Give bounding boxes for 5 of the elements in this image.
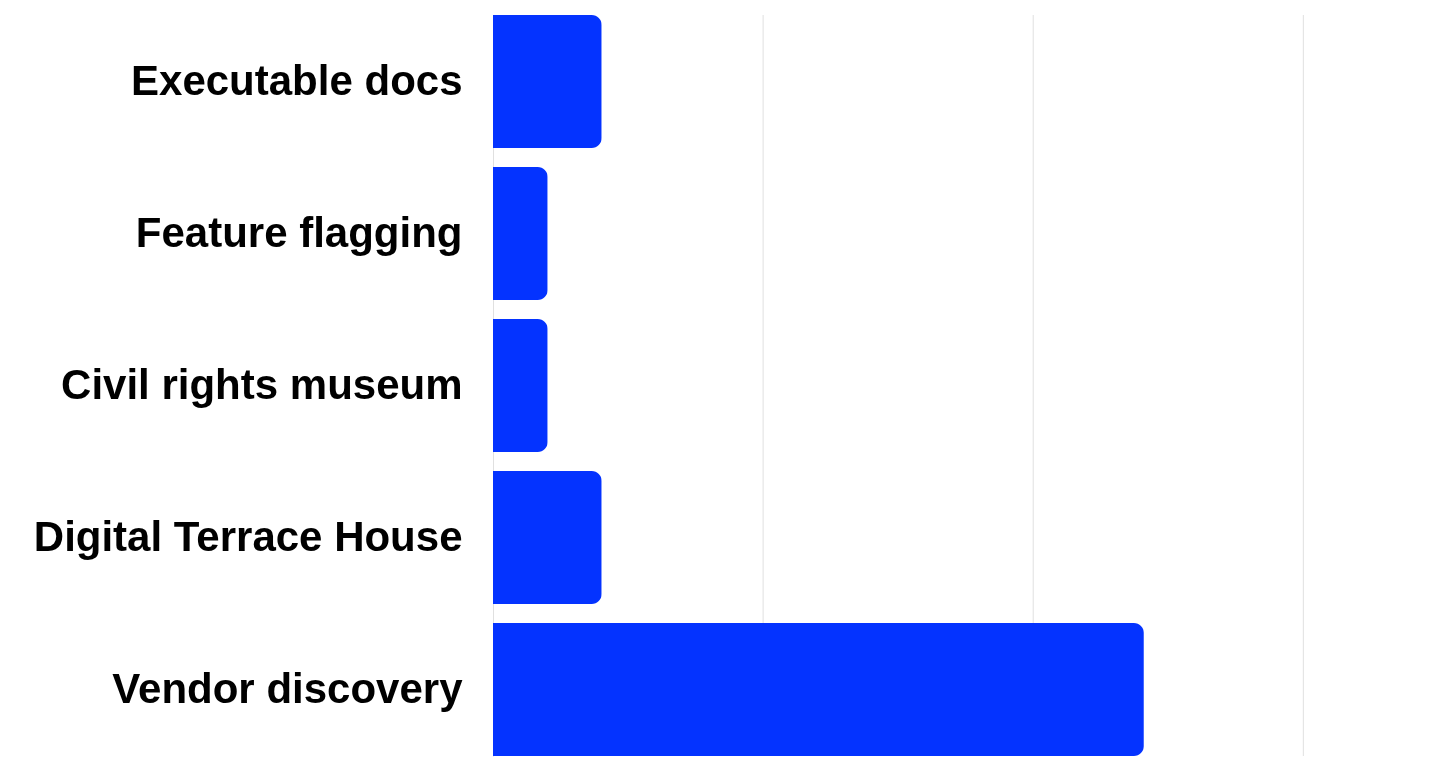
y-tick-label: Executable docs [131, 56, 463, 104]
y-tick-label: Vendor discovery [112, 664, 464, 712]
y-tick-label: Civil rights museum [61, 360, 463, 408]
y-tick-label: Digital Terrace House [33, 512, 463, 560]
y-tick-label: Feature flagging [135, 208, 463, 256]
